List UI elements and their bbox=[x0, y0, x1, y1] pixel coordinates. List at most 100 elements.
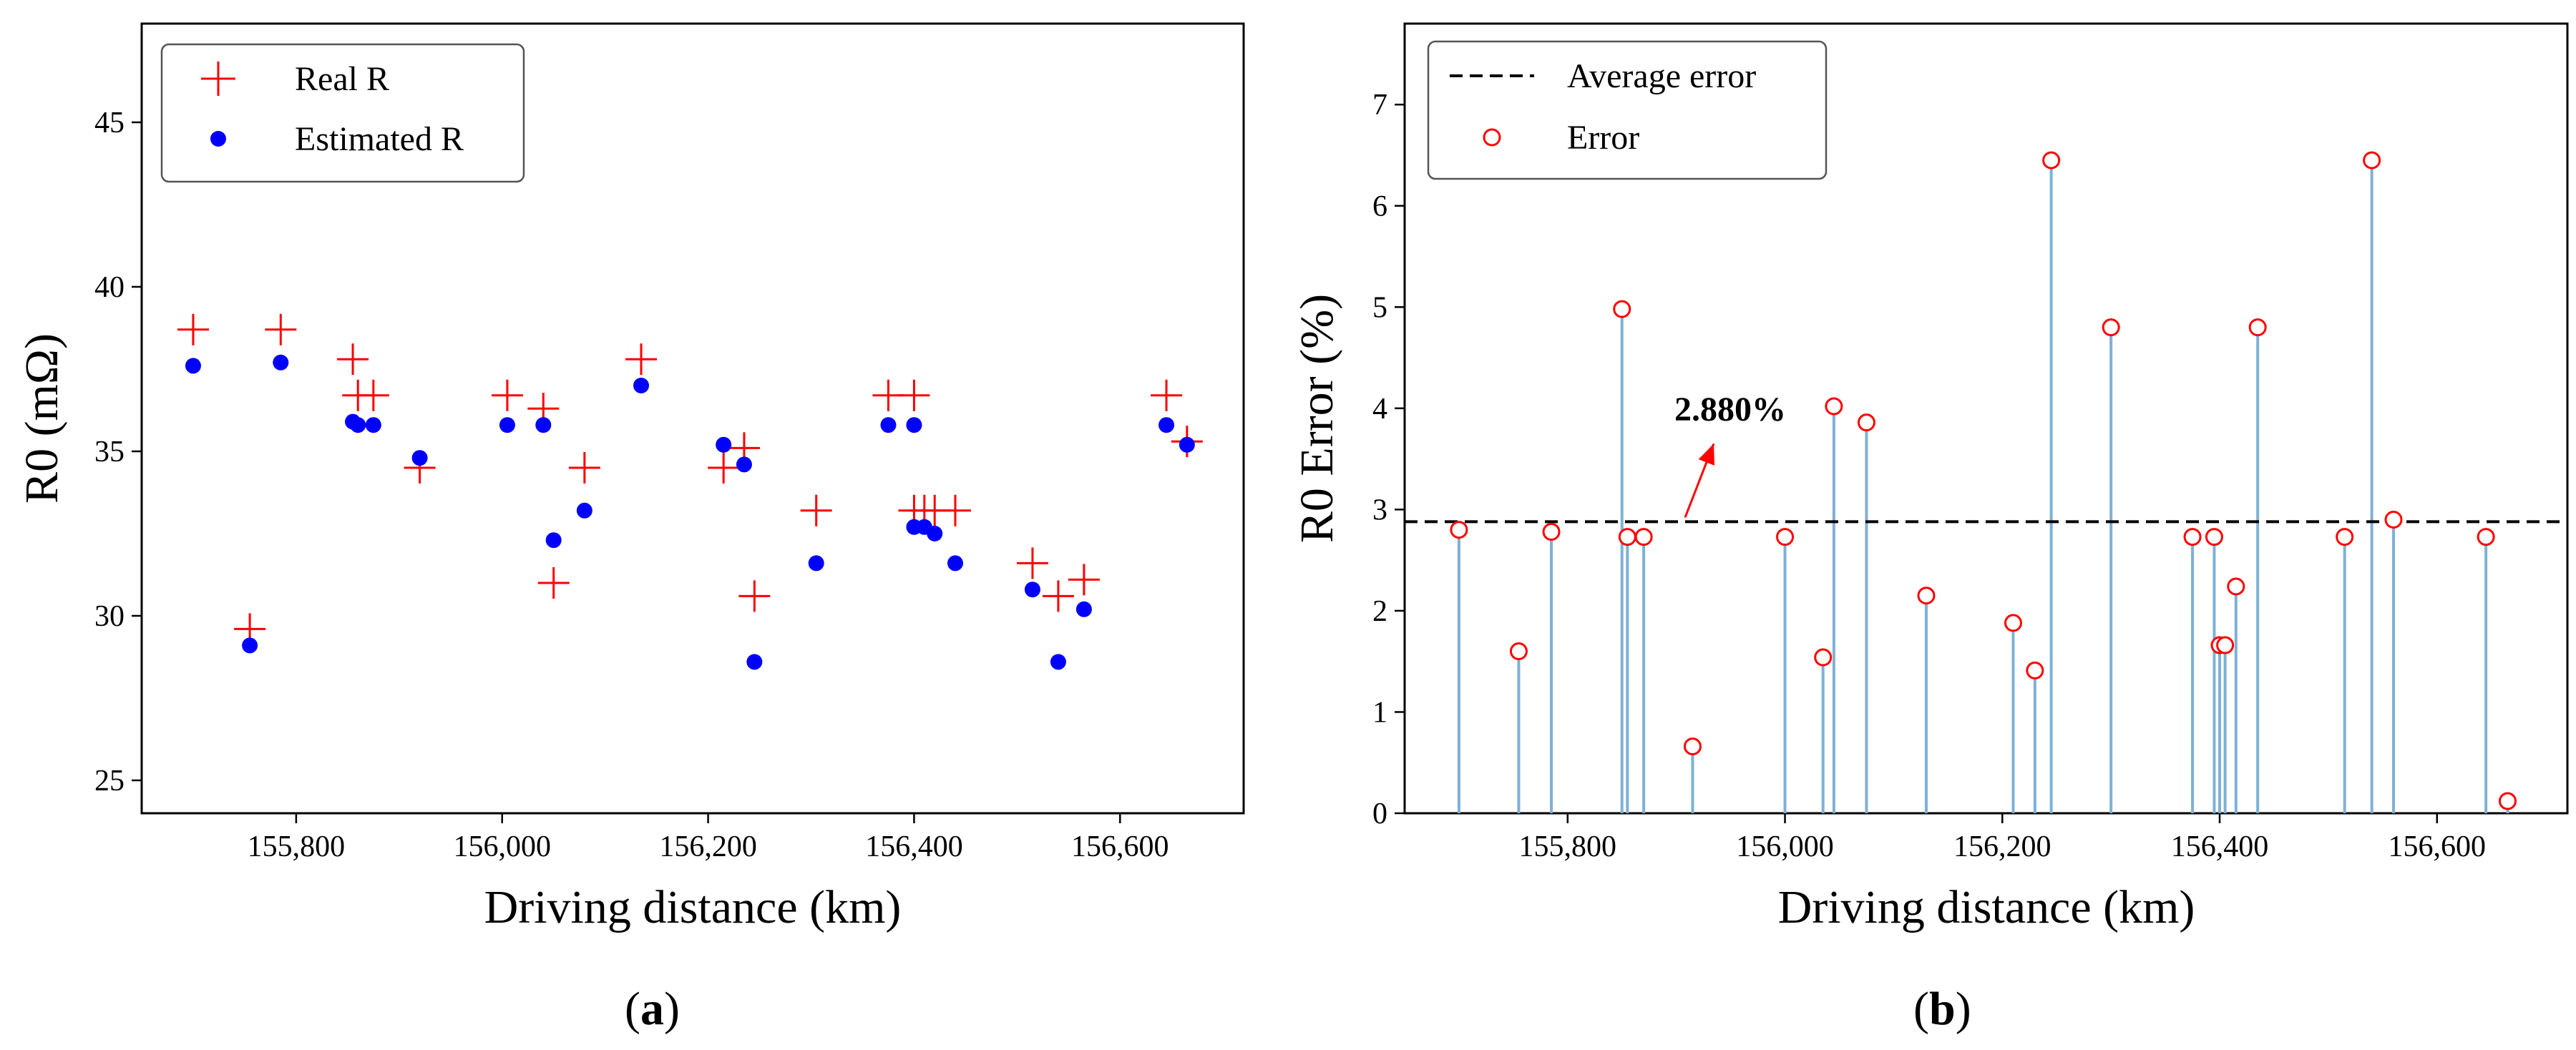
estimated-r-point-23 bbox=[1050, 654, 1066, 670]
estimated-r-point-14 bbox=[746, 654, 763, 670]
estimated-r-point-15 bbox=[808, 555, 824, 571]
panel-a-ticks: 155,800 156,000 156,200 156,400 156,600 25 30 3… bbox=[94, 107, 1169, 863]
panel-a-y-tick-label-0: 25 bbox=[94, 765, 125, 798]
legend-error-label: Error bbox=[1567, 119, 1639, 157]
legend-error-marker bbox=[1483, 128, 1501, 147]
panel-b-legend: Average error Error bbox=[1427, 40, 1828, 180]
error-point-10 bbox=[1857, 413, 1875, 432]
real-r-point-9 bbox=[537, 567, 570, 599]
estimated-r-point-0 bbox=[185, 358, 201, 374]
error-point-7 bbox=[1776, 528, 1795, 546]
error-point-19 bbox=[2216, 636, 2235, 654]
estimated-r-point-7 bbox=[499, 417, 515, 433]
error-point-1 bbox=[1509, 642, 1528, 661]
error-point-25 bbox=[2477, 528, 2495, 546]
panel-b-y-axis-label: R0 Error (%) bbox=[1291, 294, 1343, 543]
real-r-point-14 bbox=[738, 580, 771, 612]
panel-a-label: (a) bbox=[625, 983, 680, 1035]
estimated-r-point-9 bbox=[545, 532, 562, 549]
real-r-point-24 bbox=[1068, 564, 1100, 596]
estimated-r-point-24 bbox=[1075, 601, 1092, 617]
panel-b-y-tick-label-1: 1 bbox=[1372, 696, 1387, 729]
error-point-0 bbox=[1450, 521, 1468, 539]
panel-a-y-tick-label-1: 30 bbox=[94, 600, 125, 633]
panel-b-y-tick-label-2: 2 bbox=[1372, 595, 1387, 628]
panel-b-y-tick-label-3: 3 bbox=[1372, 494, 1387, 526]
legend-average-error-label: Average error bbox=[1567, 57, 1756, 95]
panel-b-y-tick-label-4: 4 bbox=[1372, 393, 1387, 426]
error-point-26 bbox=[2498, 792, 2517, 810]
estimated-r-point-12 bbox=[716, 436, 732, 453]
real-r-point-21 bbox=[940, 494, 972, 526]
panel-b-close-paren: ) bbox=[1956, 983, 1971, 1035]
panel-b-chart: 155,800 156,000 156,200 156,400 156,600 0 1 2 3 4… bbox=[1291, 22, 2569, 1035]
error-point-5 bbox=[1634, 528, 1653, 546]
panel-a-y-axis-label: R0 (mΩ) bbox=[16, 333, 68, 504]
error-point-24 bbox=[2384, 511, 2403, 529]
estimated-r-point-11 bbox=[633, 378, 650, 393]
error-point-11 bbox=[1917, 587, 1936, 605]
error-point-4 bbox=[1618, 528, 1636, 546]
legend-real-r-marker bbox=[201, 62, 235, 96]
panel-b-y-tick-label-7: 7 bbox=[1372, 89, 1387, 122]
real-r-point-10 bbox=[568, 452, 600, 484]
panel-b-x-tick-label-0: 155,800 bbox=[1519, 830, 1617, 863]
panel-b-y-tick-label-6: 6 bbox=[1372, 190, 1387, 223]
error-point-21 bbox=[2248, 318, 2267, 337]
panel-a-marks bbox=[177, 313, 1203, 670]
panel-a-letter: a bbox=[640, 983, 664, 1035]
panel-a-chart: 155,800 156,000 156,200 156,400 156,600 25 30 3… bbox=[16, 22, 1245, 1035]
real-r-point-0 bbox=[177, 313, 209, 345]
error-point-8 bbox=[1814, 648, 1833, 667]
estimated-r-point-26 bbox=[1179, 436, 1195, 453]
panel-b-x-axis-label: Driving distance (km) bbox=[1778, 881, 2195, 933]
panel-b-x-tick-label-2: 156,200 bbox=[1953, 830, 2051, 863]
estimated-r-point-22 bbox=[1024, 582, 1040, 598]
estimated-r-point-8 bbox=[535, 417, 552, 433]
panel-a-close-paren: ) bbox=[664, 983, 680, 1035]
panel-a-legend: Real R Estimated R bbox=[160, 43, 525, 183]
panel-a-x-tick-label-3: 156,400 bbox=[865, 830, 963, 863]
panel-a-x-tick-label-4: 156,600 bbox=[1071, 830, 1169, 863]
panel-b-open-paren: ( bbox=[1913, 983, 1929, 1035]
estimated-r-point-20 bbox=[927, 526, 943, 541]
error-point-16 bbox=[2183, 528, 2202, 546]
estimated-r-point-4 bbox=[350, 417, 366, 433]
panel-b-ticks: 155,800 156,000 156,200 156,400 156,600 0 1 2 3 4… bbox=[1372, 89, 2486, 863]
legend-estimated-r-label: Estimated R bbox=[295, 120, 464, 158]
error-point-3 bbox=[1613, 300, 1631, 318]
panel-a-x-tick-label-0: 155,800 bbox=[248, 830, 346, 863]
error-point-9 bbox=[1825, 397, 1843, 416]
annotation-arrow-head bbox=[1698, 443, 1715, 466]
error-point-14 bbox=[2042, 151, 2061, 170]
real-r-point-7 bbox=[491, 379, 523, 411]
real-r-point-11 bbox=[625, 343, 658, 376]
estimated-r-point-13 bbox=[736, 456, 752, 473]
panel-a-plot-frame bbox=[140, 22, 1245, 815]
error-point-15 bbox=[2102, 318, 2120, 337]
estimated-r-point-21 bbox=[947, 555, 964, 571]
panel-a-y-tick-label-3: 40 bbox=[94, 271, 125, 304]
estimated-r-point-10 bbox=[576, 502, 592, 519]
error-point-17 bbox=[2205, 528, 2223, 546]
real-r-point-3 bbox=[337, 343, 369, 376]
real-r-point-22 bbox=[1016, 547, 1048, 579]
panel-a-open-paren: ( bbox=[625, 983, 640, 1035]
error-point-2 bbox=[1542, 523, 1561, 541]
real-r-point-5 bbox=[357, 379, 389, 411]
estimated-r-point-2 bbox=[273, 354, 289, 371]
panel-b-y-tick-label-5: 5 bbox=[1372, 291, 1387, 324]
panel-b-x-tick-label-3: 156,400 bbox=[2171, 830, 2269, 863]
average-error-annotation: 2.880% bbox=[1674, 391, 1786, 428]
panel-a-y-tick-label-4: 45 bbox=[94, 107, 125, 139]
real-r-point-23 bbox=[1042, 580, 1074, 612]
error-point-13 bbox=[2026, 661, 2044, 679]
error-point-12 bbox=[2004, 614, 2022, 632]
estimated-r-point-5 bbox=[365, 417, 381, 433]
legend-real-r-label: Real R bbox=[295, 60, 389, 98]
estimated-r-point-1 bbox=[242, 637, 258, 654]
panel-b-y-tick-label-0: 0 bbox=[1372, 798, 1387, 830]
estimated-r-point-16 bbox=[880, 417, 897, 433]
estimated-r-point-17 bbox=[906, 417, 922, 433]
